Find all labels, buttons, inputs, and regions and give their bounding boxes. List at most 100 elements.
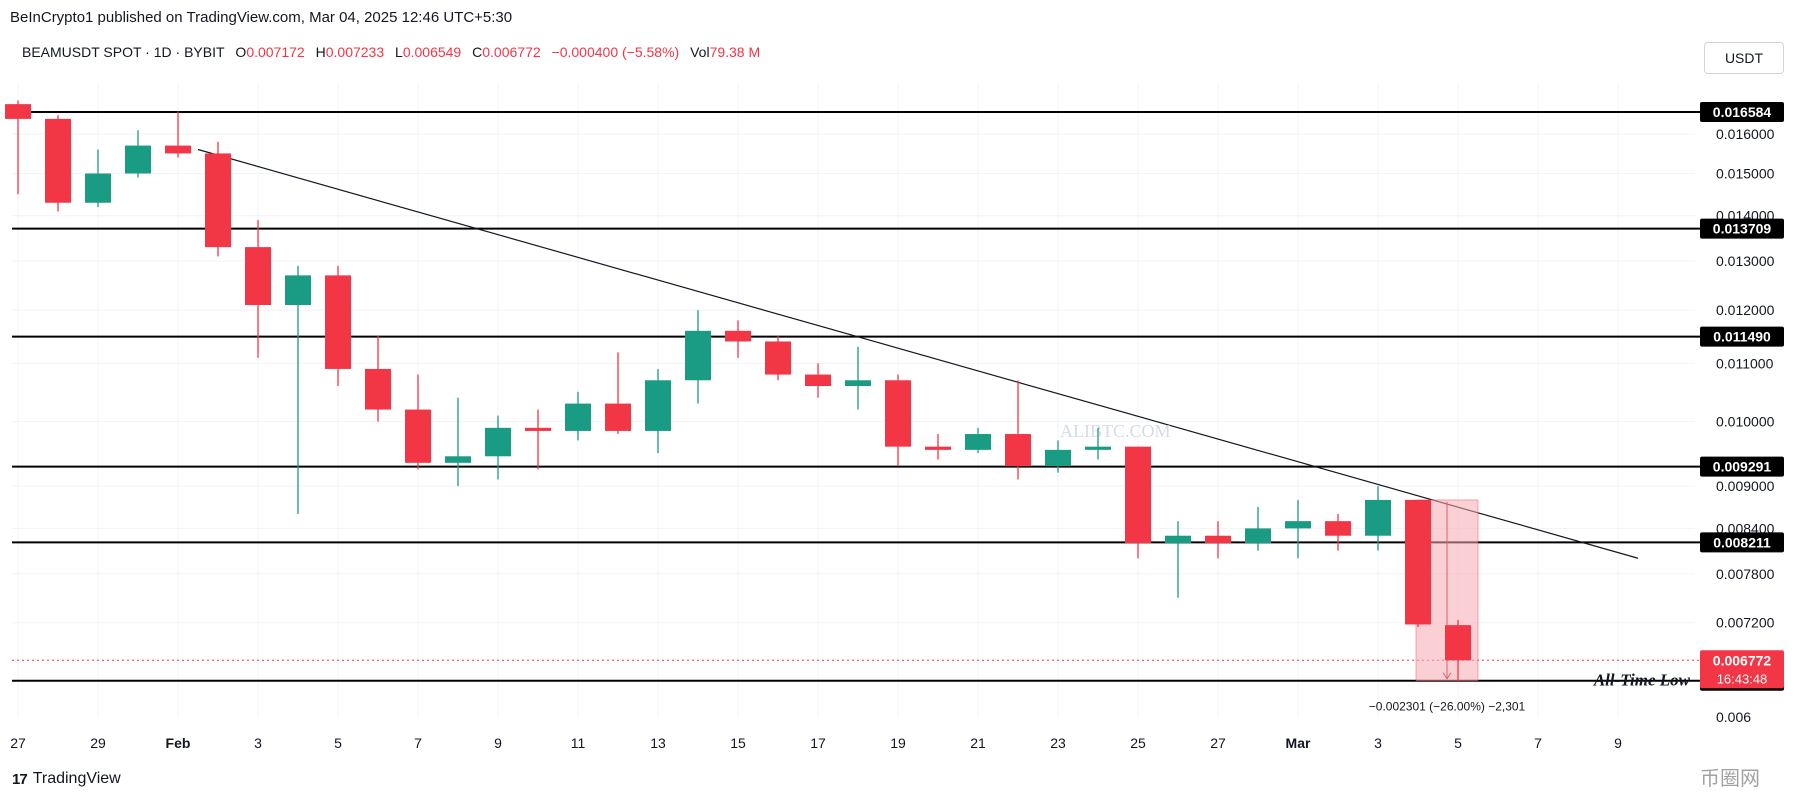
candle — [365, 336, 391, 422]
candle-body — [1365, 499, 1391, 536]
candle — [285, 265, 311, 514]
level-price-label: 0.016584 — [1700, 102, 1784, 123]
candle-body — [725, 330, 751, 342]
close-value: 0.006772 — [482, 44, 541, 60]
currency-button[interactable]: USDT — [1704, 42, 1784, 74]
low-label: L — [395, 44, 403, 60]
level-label-box — [1700, 532, 1784, 553]
candle — [1205, 521, 1231, 559]
candle — [725, 320, 751, 358]
x-tick-label: 19 — [890, 735, 906, 751]
candle — [1245, 506, 1271, 551]
candle-body — [45, 118, 71, 203]
level-price-label: 0.013709 — [1700, 218, 1784, 239]
y-tick-label: 0.006 — [1716, 709, 1751, 725]
volume-label: Vol — [690, 44, 710, 60]
current-price-box — [1700, 650, 1784, 689]
level-price-label: 0.009291 — [1700, 456, 1784, 477]
x-tick-label: 13 — [650, 735, 666, 751]
candle-body — [1205, 535, 1231, 544]
close-label: C — [472, 44, 483, 60]
candle — [245, 220, 271, 358]
candle-body — [5, 104, 31, 119]
y-tick-label: 0.009000 — [1716, 478, 1775, 494]
trendline — [197, 148, 1639, 559]
level-label-box — [1700, 456, 1784, 477]
candle-body — [605, 403, 631, 431]
candle — [1445, 619, 1471, 681]
candle — [1325, 513, 1351, 551]
level-label-box — [1700, 102, 1784, 123]
x-tick-label: 17 — [810, 735, 826, 751]
candle — [1125, 446, 1151, 559]
candle — [565, 391, 591, 441]
level-label-text: 0.011490 — [1713, 329, 1771, 345]
candle-body — [845, 380, 871, 387]
candle — [645, 368, 671, 454]
candle-body — [85, 173, 111, 203]
x-tick-label: 23 — [1050, 735, 1066, 751]
tradingview-logo[interactable]: 17 TradingView — [12, 770, 121, 788]
candle — [45, 115, 71, 212]
symbol-name[interactable]: BEAMUSDT SPOT · 1D · BYBIT — [22, 44, 225, 60]
y-tick-label: 0.015000 — [1716, 166, 1775, 182]
price-labels: 0.016584 0.013709 0.011490 0.009291 0.008211… — [1593, 102, 1784, 691]
measure-label: −0.002301 (−26.00%) −2,301 — [1369, 700, 1526, 714]
y-tick-label: 0.010000 — [1716, 414, 1775, 430]
x-tick-label: 15 — [730, 735, 746, 751]
x-tick-label: 3 — [1374, 735, 1382, 751]
x-tick-label: 5 — [1454, 735, 1462, 751]
open-value: 0.007172 — [246, 44, 305, 60]
high-label: H — [315, 44, 326, 60]
candle — [1405, 499, 1431, 628]
x-tick-label: 7 — [414, 735, 422, 751]
candle-body — [925, 446, 951, 450]
candle — [85, 149, 111, 208]
candle-body — [685, 330, 711, 381]
candle-body — [285, 275, 311, 306]
candle — [1285, 499, 1311, 559]
candle — [445, 397, 471, 487]
candle-body — [805, 374, 831, 387]
all-time-low-annotation: All-Time Low — [1593, 671, 1691, 690]
x-tick-label: 21 — [970, 735, 986, 751]
measure-arrowhead — [1442, 672, 1452, 680]
y-tick-label: 0.012000 — [1716, 302, 1775, 318]
low-value: 0.006549 — [402, 44, 462, 60]
candle — [165, 111, 191, 158]
open-label: O — [235, 44, 247, 60]
volume-value: 79.38 M — [709, 44, 761, 60]
site-watermark: 币圈网 — [1700, 768, 1760, 790]
x-tick-label: 9 — [494, 735, 502, 751]
current-price-label: 0.006772 16:43:48 — [1700, 650, 1784, 689]
x-tick-label: Feb — [166, 735, 191, 751]
candle-body — [565, 403, 591, 431]
x-tick-label: 25 — [1130, 735, 1146, 751]
candles — [5, 100, 1471, 681]
candle — [845, 346, 871, 410]
candle — [325, 265, 351, 387]
candle-body — [1125, 446, 1151, 544]
candle-body — [405, 409, 431, 463]
candle-body — [645, 380, 671, 431]
candle — [685, 310, 711, 404]
candle — [1365, 486, 1391, 551]
candle-body — [1245, 528, 1271, 544]
level-label-text: 0.016584 — [1713, 104, 1772, 120]
x-tick-label: 11 — [571, 735, 586, 751]
y-tick-label: 0.007200 — [1716, 615, 1775, 631]
level-label-box — [1700, 218, 1784, 239]
candle — [205, 141, 231, 257]
chart-watermark: ALIBTC.COM — [1060, 421, 1171, 441]
x-tick-label: 7 — [1534, 735, 1542, 751]
y-tick-label: 0.013000 — [1716, 253, 1775, 269]
candle-body — [125, 145, 151, 174]
candle-body — [1325, 521, 1351, 536]
candle-body — [245, 247, 271, 306]
candle-body — [365, 368, 391, 410]
candle-body — [1445, 625, 1471, 661]
candle-body — [1045, 449, 1071, 467]
candle — [525, 409, 551, 470]
candle-body — [965, 434, 991, 450]
